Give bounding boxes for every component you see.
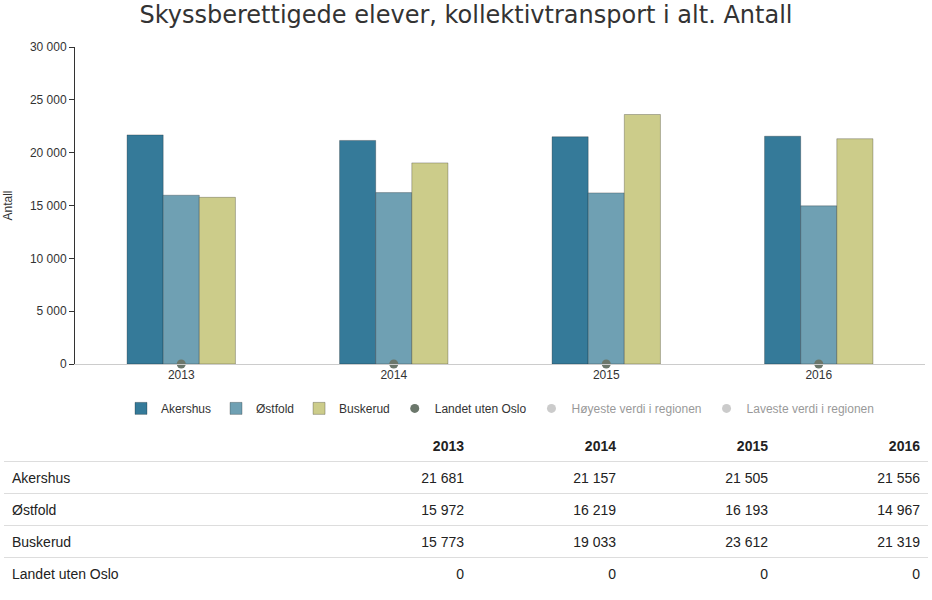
svg-text:0: 0 bbox=[60, 357, 67, 371]
html-text:21 505: 21 505 bbox=[725, 469, 768, 486]
html-text:2013: 2013 bbox=[432, 437, 464, 454]
html-text:21 157: 21 157 bbox=[573, 469, 616, 486]
svg-text:Skyssberettigede elever, kolle: Skyssberettigede elever, kollektivtransp… bbox=[140, 1, 793, 29]
html-text:2014: 2014 bbox=[584, 437, 616, 454]
svg-text:5 000: 5 000 bbox=[37, 304, 67, 318]
html-text:21 319: 21 319 bbox=[877, 533, 920, 550]
html-text:Buskerud: Buskerud bbox=[12, 533, 72, 550]
svg-text:15 000: 15 000 bbox=[30, 199, 67, 213]
html-text:Landet uten Oslo: Landet uten Oslo bbox=[12, 565, 119, 582]
html-text:23 612: 23 612 bbox=[725, 533, 768, 550]
html-text:0: 0 bbox=[760, 565, 768, 582]
svg-text:20 000: 20 000 bbox=[30, 146, 67, 160]
svg-text:Buskerud: Buskerud bbox=[339, 402, 390, 416]
svg-text:Høyeste verdi i regionen: Høyeste verdi i regionen bbox=[571, 402, 701, 416]
svg-text:2016: 2016 bbox=[805, 368, 832, 382]
svg-text:Antall: Antall bbox=[1, 190, 15, 220]
svg-text:Østfold: Østfold bbox=[256, 402, 294, 416]
html-text:Akershus: Akershus bbox=[12, 469, 71, 486]
svg-text:2013: 2013 bbox=[168, 368, 195, 382]
svg-text:10 000: 10 000 bbox=[30, 252, 67, 266]
svg-text:2014: 2014 bbox=[380, 368, 407, 382]
html-text:Østfold: Østfold bbox=[12, 501, 57, 518]
html-text:15 972: 15 972 bbox=[421, 501, 464, 518]
html-text:15 773: 15 773 bbox=[421, 533, 464, 550]
svg-text:Landet uten Oslo: Landet uten Oslo bbox=[435, 402, 527, 416]
html-text:0: 0 bbox=[456, 565, 464, 582]
svg-text:Akershus: Akershus bbox=[161, 402, 211, 416]
html-text:0: 0 bbox=[608, 565, 616, 582]
svg-text:25 000: 25 000 bbox=[30, 93, 67, 107]
html-text:16 219: 16 219 bbox=[573, 501, 616, 518]
svg-text:2015: 2015 bbox=[593, 368, 620, 382]
html-text:0: 0 bbox=[912, 565, 920, 582]
html-text:19 033: 19 033 bbox=[573, 533, 616, 550]
html-text:2016: 2016 bbox=[888, 437, 920, 454]
html-text:21 681: 21 681 bbox=[421, 469, 464, 486]
html-text:16 193: 16 193 bbox=[725, 501, 768, 518]
svg-text:Laveste verdi i regionen: Laveste verdi i regionen bbox=[747, 402, 874, 416]
html-text:2015: 2015 bbox=[736, 437, 768, 454]
svg-text:30 000: 30 000 bbox=[30, 40, 67, 54]
html-text:21 556: 21 556 bbox=[877, 469, 920, 486]
html-text:14 967: 14 967 bbox=[877, 501, 920, 518]
